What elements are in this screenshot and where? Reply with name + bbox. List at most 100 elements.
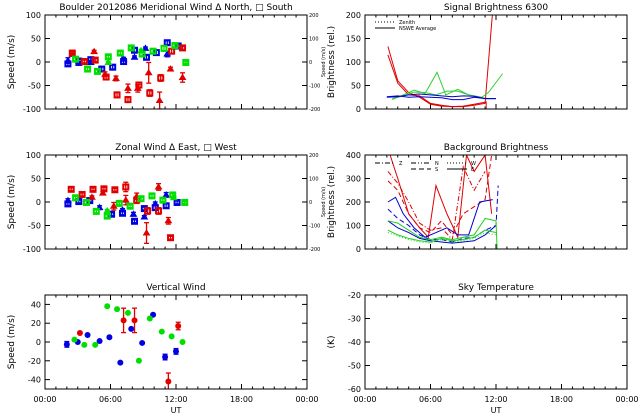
y-tick-label: 20 (31, 319, 41, 328)
data-point-square (157, 74, 165, 82)
y-tick-label: -30 (348, 315, 361, 324)
data-point-square (80, 58, 88, 66)
data-point-square (109, 63, 117, 71)
data-point-square (135, 81, 143, 89)
data-point-triangle (90, 47, 99, 55)
y-tick-label: 0 (356, 245, 361, 254)
data-point-square (92, 207, 100, 215)
data-point-circle (158, 328, 165, 335)
y-tick-label: 300 (346, 175, 361, 184)
x-tick-label: 06:00 (419, 395, 442, 404)
y-tick-label: 50 (351, 82, 361, 91)
data-point-square (167, 234, 175, 242)
y-tick-label: -50 (348, 362, 361, 371)
data-point-triangle (166, 65, 175, 72)
y-tick-label: 40 (31, 300, 41, 309)
data-point-square (120, 58, 128, 66)
legend-label: E (471, 167, 474, 173)
data-point-circle (81, 341, 88, 348)
series-line-blue-2 (386, 95, 496, 101)
y-tick-label: -50 (28, 222, 41, 231)
x-tick-label: 00:00 (353, 395, 376, 404)
data-point-square (78, 190, 86, 198)
series-line-green-1 (392, 71, 503, 101)
series-line-blue-S (387, 185, 499, 243)
data-point-triangle (112, 74, 120, 81)
legend-label: S (435, 167, 438, 173)
data-point-triangle (130, 53, 139, 60)
data-point-circle (139, 339, 146, 346)
x-tick-label: 00:00 (295, 395, 318, 404)
data-point-circle (114, 306, 121, 313)
data-point-square (146, 89, 154, 97)
chart-title: Boulder 2012086 Meridional Wind Δ North,… (59, 3, 292, 13)
legend-label: NSWE Average (399, 26, 436, 32)
data-point-circle (63, 341, 70, 348)
legend-label: Z (399, 161, 403, 167)
y2-tick-label: 0 (309, 200, 312, 206)
plot-frame (44, 14, 308, 110)
data-point-circle (128, 325, 135, 332)
data-point-square (144, 207, 152, 215)
data-point-square (116, 49, 124, 57)
y-axis-label: Brightness (rel.) (327, 166, 337, 238)
legend-label: N (435, 161, 439, 167)
y2-tick-label: -200 (309, 107, 320, 113)
data-point-circle (92, 341, 99, 348)
series-line-green-W (387, 232, 497, 244)
plot-area (63, 303, 186, 389)
data-point-square (131, 217, 139, 225)
data-point-square (93, 67, 101, 75)
plot-frame (44, 154, 308, 250)
series-line-red-1 (387, 15, 493, 108)
x-tick-label: 12:00 (164, 395, 187, 404)
y2-tick-label: 200 (309, 153, 319, 159)
y-tick-label: 100 (26, 151, 41, 160)
y-tick-label: -100 (23, 105, 41, 114)
data-point-square (64, 200, 72, 208)
data-point-triangle (137, 46, 145, 54)
data-point-square (137, 195, 145, 203)
x-axis-label: UT (491, 406, 502, 415)
plot-frame (364, 14, 628, 110)
data-point-square (127, 44, 135, 52)
y-axis-label: Brightness (rel.) (327, 26, 337, 98)
data-point-triangle (142, 229, 151, 236)
y-tick-label: 50 (31, 35, 41, 44)
y2-tick-label: 100 (309, 177, 319, 183)
data-point-triangle (103, 206, 112, 214)
data-point-triangle (155, 96, 164, 104)
data-point-square (148, 192, 156, 200)
y-tick-label: 0 (36, 338, 41, 347)
chart-title: Zonal Wind Δ East, □ West (115, 143, 237, 153)
panel-4: Vertical Wind Speed (m/s) 40 20 0 -20 -40 00:00… (7, 283, 319, 415)
y2-tick-label: -200 (309, 247, 320, 253)
data-point-triangle (144, 68, 153, 76)
series-line-red-Z (387, 165, 486, 241)
x-tick-label: 00:00 (33, 395, 56, 404)
chart-title: Sky Temperature (458, 283, 534, 293)
y-tick-label: 0 (356, 105, 361, 114)
series-line-red-S (387, 155, 493, 236)
y2-axis-label: Speed (m/s) (321, 47, 327, 77)
plot-frame (44, 294, 308, 390)
panel-1: Signal Brightness 6300 Brightness (rel.) 2… (327, 3, 628, 114)
data-point-square (182, 58, 190, 66)
y-axis-label: Speed (m/s) (7, 315, 17, 370)
plot-area (386, 15, 503, 109)
data-point-triangle (141, 44, 150, 51)
data-point-triangle (124, 84, 132, 91)
series-line-red-2 (387, 54, 487, 109)
data-point-circle (120, 317, 127, 324)
y2-tick-label: 200 (309, 13, 319, 19)
y-tick-label: -50 (28, 82, 41, 91)
legend-label: W (471, 161, 476, 167)
data-point-circle (175, 323, 182, 330)
data-point-circle (173, 348, 179, 355)
data-point-triangle (109, 202, 118, 209)
series-line-red-E (389, 155, 493, 240)
plot-frame (364, 294, 628, 390)
data-point-circle (96, 338, 103, 345)
